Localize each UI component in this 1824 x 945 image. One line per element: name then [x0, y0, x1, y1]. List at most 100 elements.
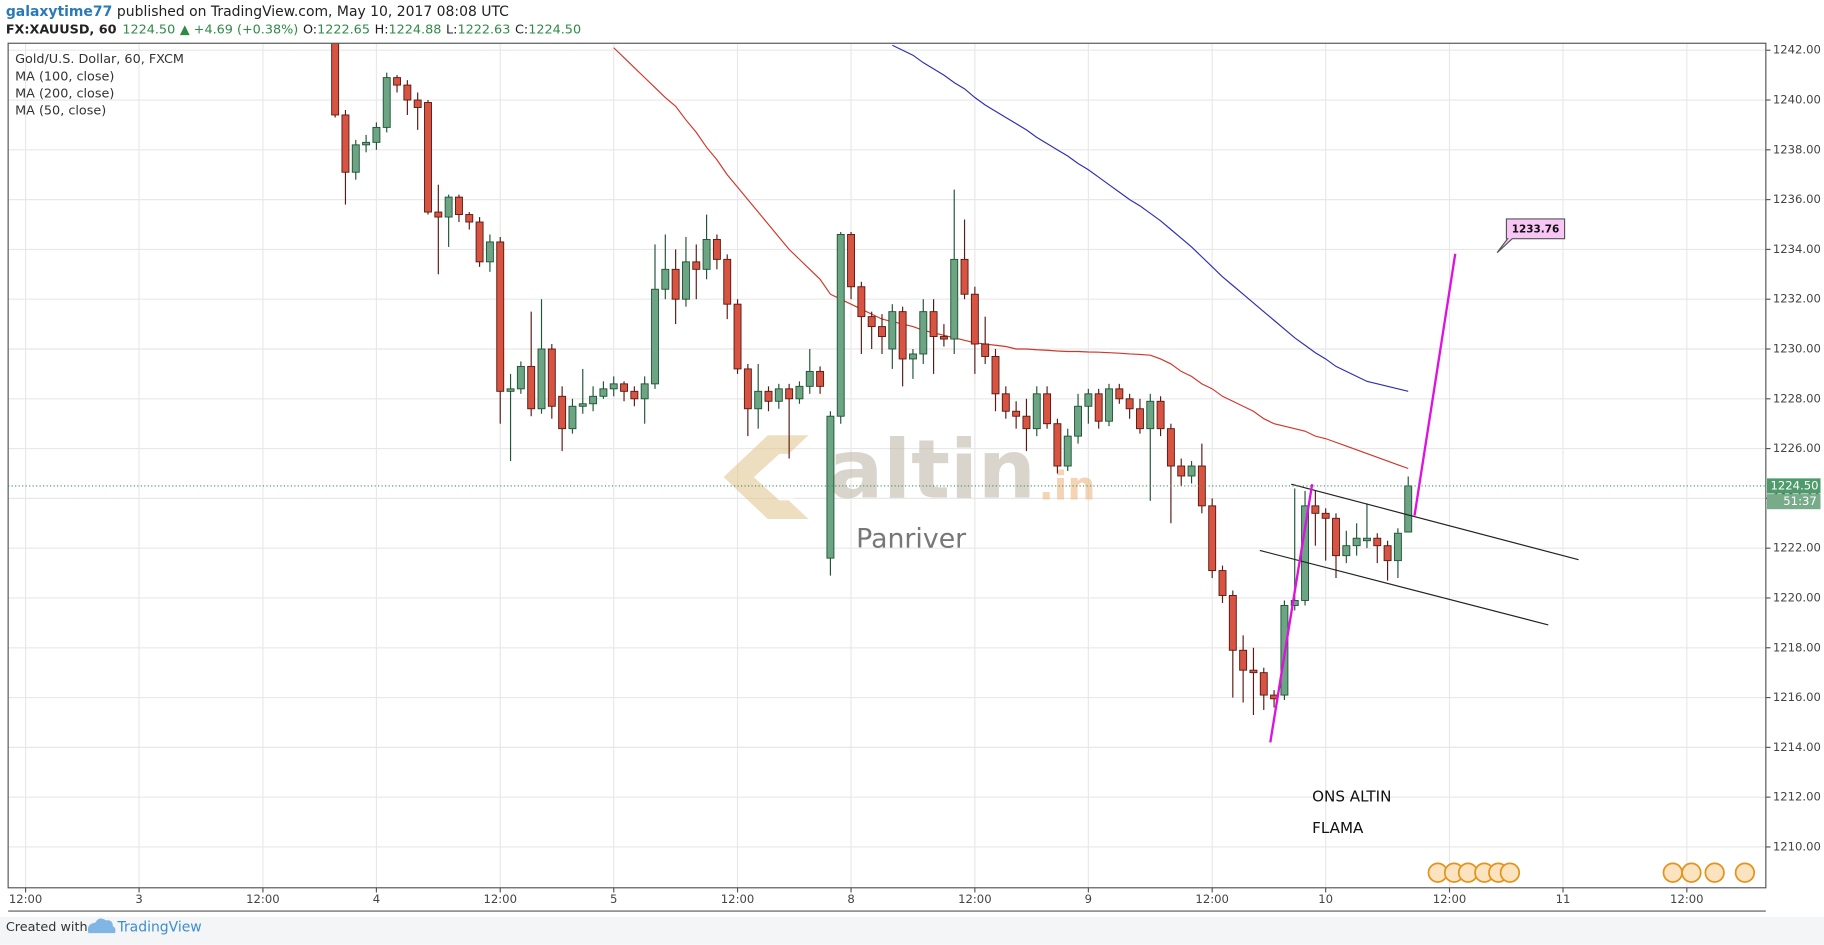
candle-body: [620, 383, 629, 392]
y-tick-label: 1218.00: [1773, 640, 1821, 654]
y-tick-label: 1242.00: [1773, 43, 1821, 57]
candle-body: [857, 286, 866, 318]
candle-body: [836, 234, 845, 417]
legend-entry: MA (50, close): [15, 104, 106, 119]
candle-body: [589, 395, 598, 405]
x-tick-label: 9: [1085, 892, 1092, 906]
target-line: [1413, 253, 1457, 516]
candle-body: [537, 348, 546, 410]
y-tick-label: 1212.00: [1773, 790, 1821, 804]
x-tick-label: 8: [847, 892, 854, 906]
candle-body: [1332, 517, 1340, 557]
header-line: galaxytime77 published on TradingView.com…: [6, 4, 509, 20]
candle-body: [754, 390, 763, 410]
candle-body: [1249, 669, 1258, 674]
candle-body: [1032, 393, 1041, 430]
note-text: ONS ALTIN: [1312, 788, 1391, 806]
x-tick-label: 12:00: [721, 892, 755, 906]
channel-top: [1291, 483, 1579, 561]
ohlc-value: 1222.63: [457, 22, 510, 37]
candle-body: [661, 268, 670, 290]
candle-body: [403, 84, 412, 101]
candle-body: [372, 126, 381, 143]
x-tick-label: 11: [1556, 892, 1571, 906]
candle-body: [671, 268, 680, 300]
candle-body: [847, 234, 855, 288]
candle-body: [1115, 388, 1124, 400]
symbol: FX:XAUUSD, 60: [6, 22, 117, 37]
candle-body: [609, 383, 618, 390]
candle-body: [785, 388, 794, 400]
y-tick-label: 1226.00: [1773, 441, 1821, 455]
candle-body: [527, 365, 536, 410]
x-tick-label: 12:00: [1195, 892, 1229, 906]
candle-body: [630, 390, 639, 400]
candle-body: [1342, 545, 1351, 557]
last-price-tag: [1767, 478, 1821, 494]
candle-body: [908, 353, 917, 360]
callout-box: [1496, 218, 1566, 254]
candle-body: [702, 238, 711, 270]
watermark-sub: Panriver: [856, 523, 966, 554]
ohlc-value: 1222.65: [317, 22, 370, 37]
candle-body: [516, 365, 525, 390]
ma-line: [892, 44, 1409, 392]
countdown-label: 51:37: [1783, 494, 1817, 508]
candle-body: [547, 348, 556, 407]
candle-body: [960, 258, 969, 295]
candle-body: [795, 385, 804, 400]
candle-body: [568, 405, 577, 430]
candle-body: [341, 114, 350, 173]
candle-body: [1094, 393, 1103, 422]
candle-body: [712, 238, 721, 260]
candle-body: [816, 370, 825, 387]
legend: MA (100, close) MA (200, close) MA (50, cl…: [15, 69, 114, 118]
x-tick-label: 3: [135, 892, 142, 906]
change: ▲ +4.69 (+0.38%): [180, 22, 298, 37]
legend-entry: MA (200, close): [15, 87, 114, 102]
candle-body: [1311, 505, 1320, 514]
price: 1224.50: [122, 22, 175, 37]
candle-body: [1166, 428, 1175, 467]
y-tick-label: 1240.00: [1773, 93, 1821, 107]
x-tick-label: 12:00: [9, 892, 43, 906]
candle-body: [362, 141, 371, 146]
ohlc-key: C:: [515, 22, 528, 37]
last-price-label: 1224.50: [1770, 478, 1818, 492]
y-tick-label: 1230.00: [1773, 341, 1821, 355]
x-tick-label: 12:00: [1433, 892, 1467, 906]
candle-body: [826, 415, 835, 559]
candle-body: [878, 326, 886, 338]
candle-body: [1177, 465, 1186, 477]
candle-body: [1105, 388, 1113, 422]
note-text: FLAMA: [1312, 819, 1364, 837]
candle-body: [867, 316, 876, 328]
candle-body: [393, 77, 402, 86]
x-tick-label: 4: [373, 892, 380, 906]
candle-body: [1074, 405, 1082, 437]
candle-body: [1259, 672, 1268, 696]
candle-body: [1393, 532, 1402, 562]
ohlc-key: H:: [375, 22, 389, 37]
candle-body: [919, 311, 928, 355]
event-icons: [1427, 862, 1756, 883]
candle-body: [1228, 595, 1237, 651]
candle-body: [743, 368, 752, 410]
candle-body: [1373, 537, 1382, 547]
x-tick-label: 5: [610, 892, 617, 906]
candle-body: [1146, 400, 1155, 430]
candle-body: [1125, 398, 1134, 410]
candle-body: [1053, 423, 1062, 467]
candle-body: [454, 196, 463, 216]
candle-body: [351, 144, 360, 173]
ohlc-value: 1224.50: [528, 22, 581, 37]
legend-title: Gold/U.S. Dollar, 60, FXCM: [15, 52, 184, 67]
y-tick-label: 1220.00: [1773, 590, 1821, 604]
candle-body: [950, 258, 959, 340]
candle-body: [1352, 537, 1361, 547]
candle-body: [496, 241, 505, 392]
candle-body: [1001, 393, 1010, 412]
watermark-logo-inner: [753, 453, 796, 501]
